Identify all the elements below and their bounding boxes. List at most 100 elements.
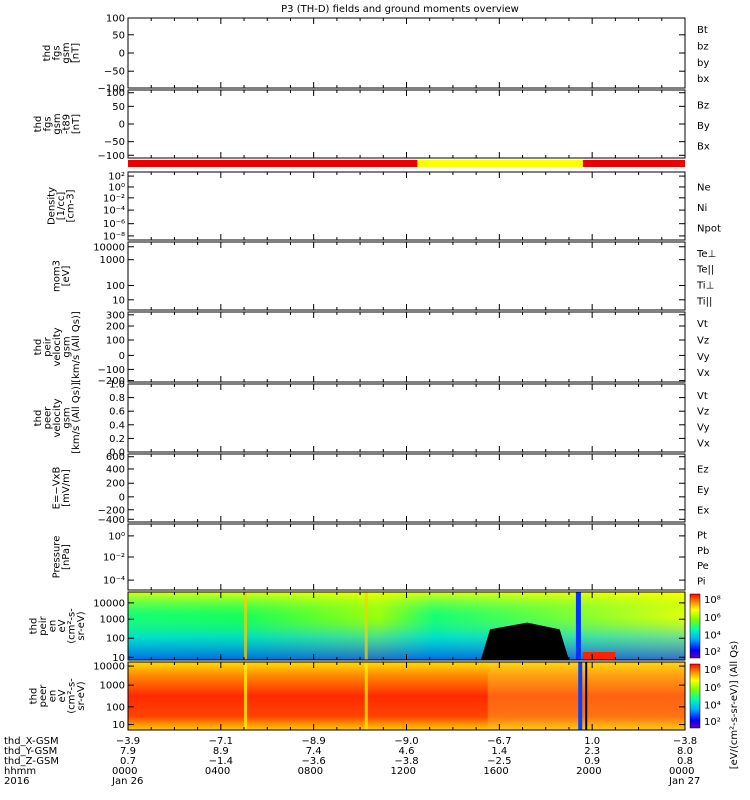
spectrogram-bottom-band bbox=[582, 652, 616, 660]
time-axis-row-label: thd_Z-GSM bbox=[4, 756, 59, 767]
y-tick-label: −50 bbox=[104, 137, 125, 148]
y-axis-label: [nPa] bbox=[61, 544, 72, 570]
legend-item: Pb bbox=[697, 546, 709, 557]
colorbar-tick-label: 10² bbox=[704, 647, 721, 658]
panel-frame bbox=[127, 171, 686, 241]
panels: 100500−50−100thdfgsgsm[nT]Btbzbybx100500… bbox=[28, 14, 740, 770]
y-tick-label: −200 bbox=[98, 505, 125, 516]
time-axis-value-z: 0.8 bbox=[677, 756, 693, 767]
legend-item: Te|| bbox=[696, 265, 714, 276]
y-axis-label: thd bbox=[28, 688, 39, 705]
time-axis-value-hhmm: 0000 bbox=[669, 766, 694, 777]
y-axis-label: [1/cc] bbox=[56, 192, 67, 221]
y-tick-label: 10000 bbox=[93, 242, 125, 253]
y-axis-label: peer bbox=[38, 684, 49, 708]
y-tick-label: 10000 bbox=[93, 662, 125, 673]
y-axis-label: thd bbox=[33, 116, 44, 133]
time-axis-value-x: −7.1 bbox=[209, 736, 233, 747]
legend-item: Ti⊥ bbox=[696, 280, 714, 291]
y-axis-label: thd bbox=[28, 618, 39, 635]
time-axis-row-label: thd_X-GSM bbox=[4, 736, 59, 747]
legend-item: Vz bbox=[697, 335, 709, 346]
time-axis-value-x: −3.8 bbox=[673, 736, 697, 747]
y-axis-label: [km/s (All Qs)] bbox=[71, 382, 82, 454]
y-tick-label: 0 bbox=[119, 351, 125, 362]
y-tick-label: 100 bbox=[106, 634, 125, 645]
y-tick-label: 10⁻⁶ bbox=[103, 219, 125, 230]
time-axis-value-z: −3.6 bbox=[302, 756, 326, 767]
y-tick-label: −400 bbox=[98, 515, 125, 526]
time-axis-value-y: 4.6 bbox=[399, 746, 415, 757]
time-axis-value-z: 0.9 bbox=[584, 756, 600, 767]
status-bar bbox=[128, 160, 685, 167]
y-tick-label: 1.0 bbox=[109, 380, 125, 391]
time-axis-value-hhmm: 1200 bbox=[391, 766, 416, 777]
time-axis-value-y: 7.4 bbox=[306, 746, 322, 757]
y-tick-label: 1000 bbox=[100, 255, 125, 266]
y-axis-label: thd bbox=[33, 410, 44, 427]
figure-title: P3 (TH-D) fields and ground moments over… bbox=[281, 4, 519, 15]
y-tick-label: 10⁰ bbox=[108, 182, 125, 193]
y-tick-label: 1000 bbox=[100, 615, 125, 626]
spectrogram-gap bbox=[585, 662, 588, 730]
y-tick-label: 600 bbox=[106, 452, 125, 463]
legend-item: Te⊥ bbox=[696, 249, 716, 260]
y-tick-label: 10⁻⁸ bbox=[103, 231, 125, 242]
y-tick-label: 50 bbox=[112, 30, 125, 41]
y-tick-label: 100 bbox=[106, 336, 125, 347]
time-axis-value-x: −8.9 bbox=[302, 736, 326, 747]
legend-item: by bbox=[697, 58, 709, 69]
y-tick-label: −50 bbox=[104, 67, 125, 78]
legend-item: Vt bbox=[697, 319, 708, 330]
y-tick-label: −100 bbox=[98, 84, 125, 95]
time-axis-value-y: 1.4 bbox=[491, 746, 507, 757]
y-axis-label: -t89 bbox=[62, 114, 73, 134]
spectrogram-layer bbox=[128, 592, 685, 660]
y-tick-label: 10² bbox=[108, 172, 125, 183]
spectrogram-streak bbox=[364, 662, 368, 730]
spectrogram-streak bbox=[244, 592, 248, 660]
y-axis-label: [nT] bbox=[71, 114, 82, 134]
legend-item: Ti|| bbox=[696, 296, 712, 307]
colorbar-tick-label: 10⁶ bbox=[704, 683, 721, 694]
y-tick-label: 0.8 bbox=[109, 393, 125, 404]
y-tick-label: 0.6 bbox=[109, 407, 125, 418]
y-tick-label: 300 bbox=[106, 310, 125, 321]
colorbar-tick-label: 10⁸ bbox=[704, 665, 721, 676]
time-axis-value-y: 7.9 bbox=[120, 746, 136, 757]
y-tick-label: 10⁻⁴ bbox=[103, 206, 125, 217]
y-tick-label: 10⁻⁴ bbox=[103, 576, 125, 587]
y-tick-label: 10⁰ bbox=[108, 531, 125, 542]
y-tick-label: 10⁻² bbox=[103, 193, 125, 204]
y-axis-label: en bbox=[47, 690, 58, 703]
y-tick-label: 100 bbox=[106, 14, 125, 25]
time-axis-row-label: thd_Y-GSM bbox=[4, 746, 57, 757]
spectrogram-low-flux-region bbox=[480, 622, 569, 660]
y-axis-label: gsm bbox=[62, 336, 73, 357]
colorbar bbox=[689, 663, 701, 729]
legend-item: Pe bbox=[697, 561, 709, 572]
time-axis-value-z: −1.4 bbox=[209, 756, 233, 767]
time-axis-row-label: hhmm bbox=[4, 766, 36, 777]
y-axis-label: fgs bbox=[43, 116, 54, 131]
y-tick-label: 0.2 bbox=[109, 434, 125, 445]
colorbar-tick-label: 10⁶ bbox=[704, 613, 721, 624]
y-tick-label: 10⁻² bbox=[103, 553, 125, 564]
y-axis-label: [mV/m] bbox=[61, 469, 72, 507]
spectrogram-base bbox=[128, 662, 685, 730]
time-axis-value-y: 8.0 bbox=[677, 746, 693, 757]
y-tick-label: −200 bbox=[98, 376, 125, 387]
time-axis-value-z: −3.8 bbox=[394, 756, 418, 767]
panel-frame bbox=[127, 89, 686, 159]
time-axis-value-date: Jan 26 bbox=[111, 776, 143, 787]
y-tick-label: 10 bbox=[112, 653, 125, 664]
y-tick-label: 10 bbox=[112, 295, 125, 306]
colorbar-tick-label: 10⁴ bbox=[704, 701, 721, 712]
y-axis-label: [eV] bbox=[61, 266, 72, 287]
y-axis-label: gsm bbox=[52, 113, 63, 134]
y-axis-label: sr-eV) bbox=[76, 681, 87, 710]
legend-item: Vt bbox=[697, 391, 708, 402]
legend-item: bx bbox=[697, 74, 709, 85]
